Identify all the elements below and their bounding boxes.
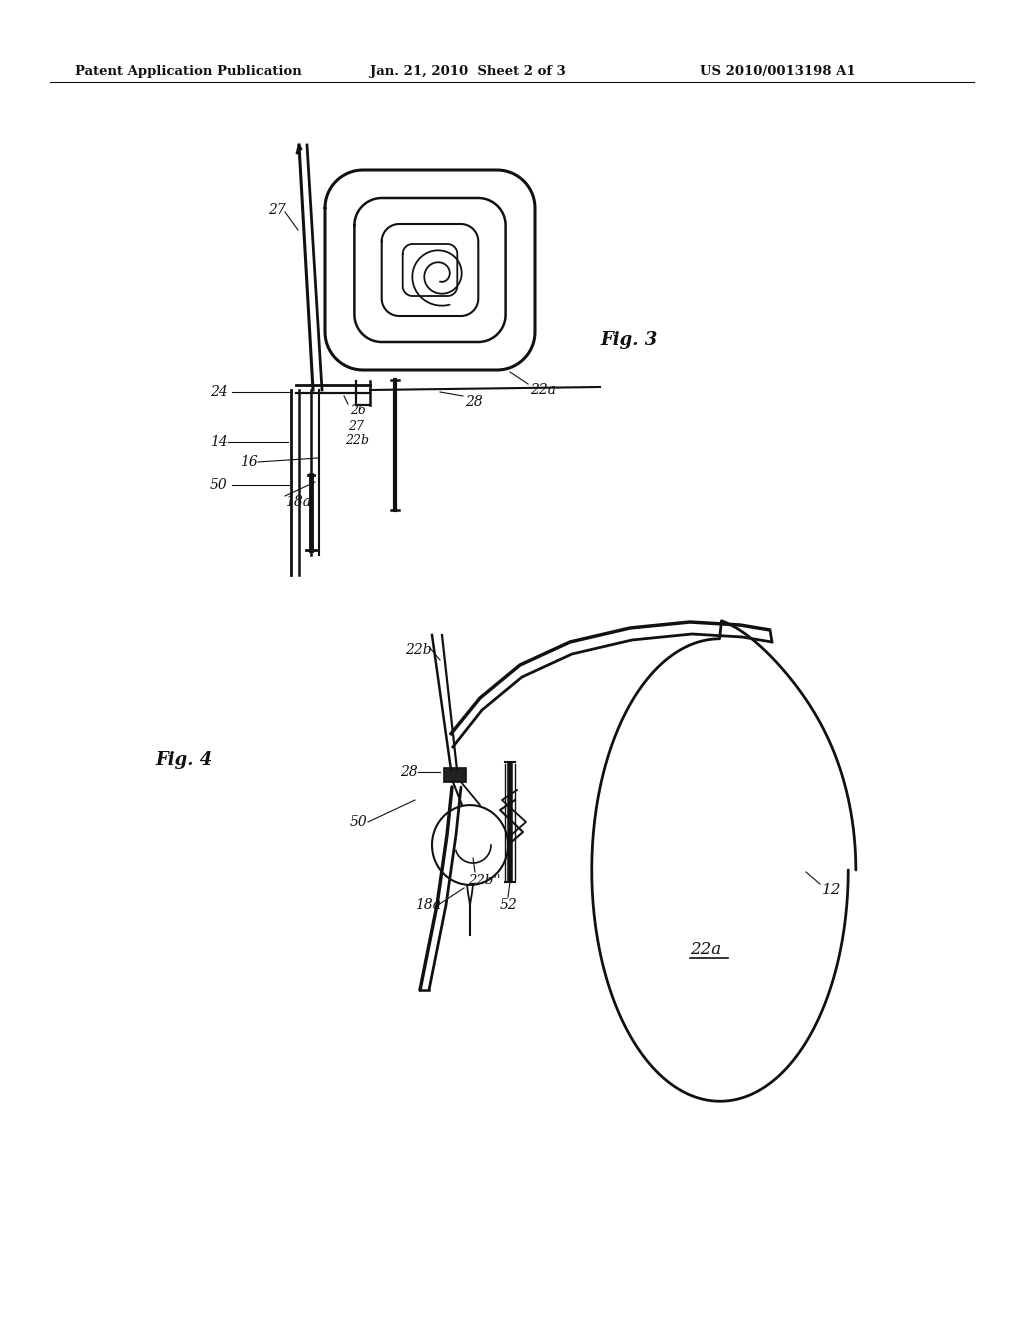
Text: 50: 50 xyxy=(350,814,368,829)
Text: 27: 27 xyxy=(268,203,286,216)
Text: 18a: 18a xyxy=(415,898,441,912)
Text: 22b: 22b xyxy=(345,433,369,446)
Text: 24: 24 xyxy=(210,385,227,399)
Text: 22b': 22b' xyxy=(406,643,435,657)
Text: US 2010/0013198 A1: US 2010/0013198 A1 xyxy=(700,66,856,78)
Text: Fig. 4: Fig. 4 xyxy=(155,751,212,770)
Text: 28: 28 xyxy=(465,395,482,409)
Text: 22b'': 22b'' xyxy=(468,874,501,887)
Text: 22a: 22a xyxy=(690,941,721,958)
Bar xyxy=(444,768,466,781)
Text: 16: 16 xyxy=(240,455,258,469)
Text: 12: 12 xyxy=(822,883,842,898)
Text: 14: 14 xyxy=(210,436,227,449)
Text: Patent Application Publication: Patent Application Publication xyxy=(75,66,302,78)
Text: 26: 26 xyxy=(350,404,366,417)
Text: 18a: 18a xyxy=(285,495,311,510)
Text: 27: 27 xyxy=(348,420,364,433)
Text: 52: 52 xyxy=(500,898,518,912)
Text: 50: 50 xyxy=(210,478,227,492)
Text: 28: 28 xyxy=(400,766,418,779)
Text: Fig. 3: Fig. 3 xyxy=(600,331,657,348)
Text: Jan. 21, 2010  Sheet 2 of 3: Jan. 21, 2010 Sheet 2 of 3 xyxy=(370,66,565,78)
Text: 22a: 22a xyxy=(530,383,556,397)
